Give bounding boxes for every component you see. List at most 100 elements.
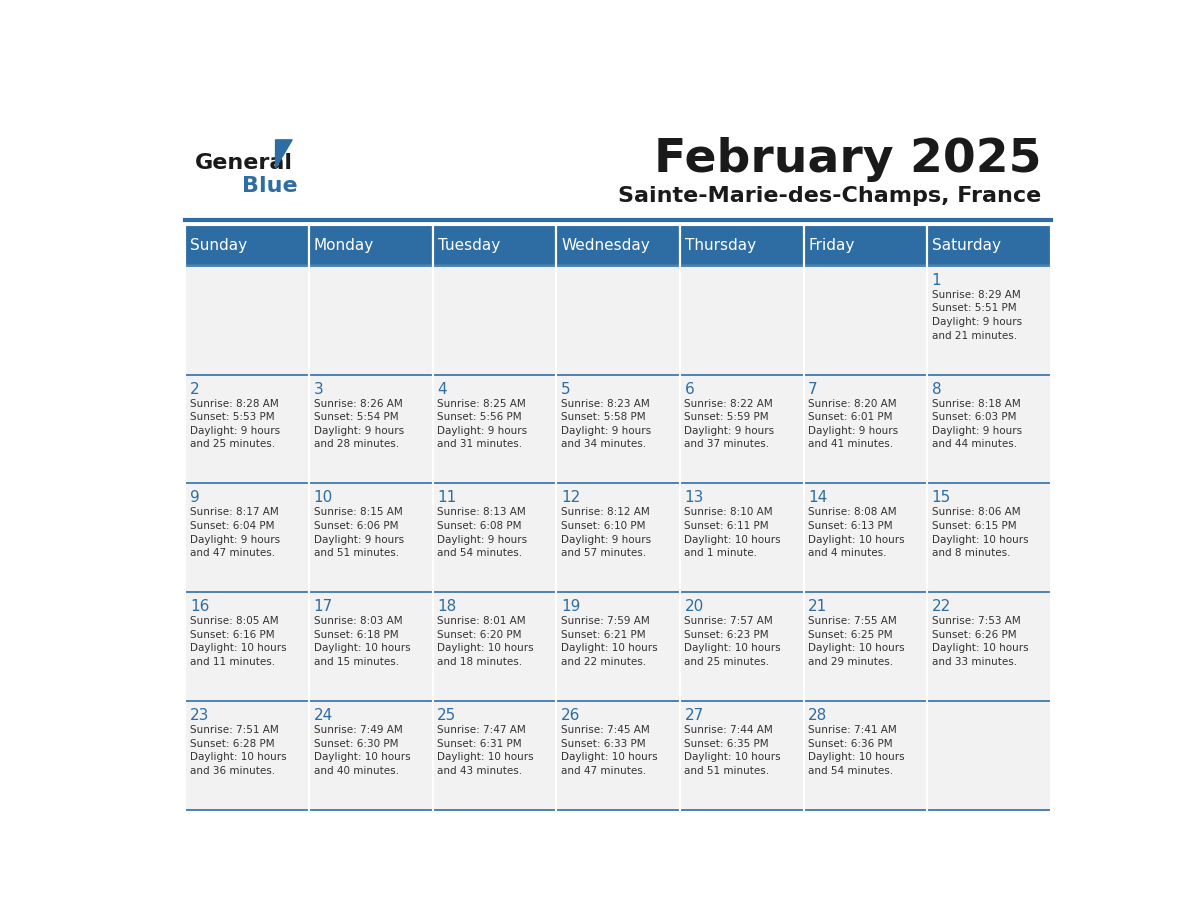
Text: Tuesday: Tuesday xyxy=(437,238,500,252)
FancyBboxPatch shape xyxy=(185,265,309,375)
Text: Sunrise: 8:20 AM
Sunset: 6:01 PM
Daylight: 9 hours
and 41 minutes.: Sunrise: 8:20 AM Sunset: 6:01 PM Dayligh… xyxy=(808,398,898,449)
FancyBboxPatch shape xyxy=(803,701,927,810)
FancyBboxPatch shape xyxy=(556,592,680,701)
Text: 16: 16 xyxy=(190,599,209,614)
FancyBboxPatch shape xyxy=(680,592,803,701)
Text: 9: 9 xyxy=(190,490,200,506)
FancyBboxPatch shape xyxy=(556,225,680,265)
Text: 2: 2 xyxy=(190,382,200,397)
Text: Sunrise: 7:57 AM
Sunset: 6:23 PM
Daylight: 10 hours
and 25 minutes.: Sunrise: 7:57 AM Sunset: 6:23 PM Dayligh… xyxy=(684,616,781,667)
Text: Sunrise: 8:29 AM
Sunset: 5:51 PM
Daylight: 9 hours
and 21 minutes.: Sunrise: 8:29 AM Sunset: 5:51 PM Dayligh… xyxy=(931,290,1022,341)
Text: 17: 17 xyxy=(314,599,333,614)
Text: Sunrise: 8:01 AM
Sunset: 6:20 PM
Daylight: 10 hours
and 18 minutes.: Sunrise: 8:01 AM Sunset: 6:20 PM Dayligh… xyxy=(437,616,533,667)
FancyBboxPatch shape xyxy=(309,265,432,375)
Text: Saturday: Saturday xyxy=(933,238,1001,252)
FancyBboxPatch shape xyxy=(680,701,803,810)
Text: 14: 14 xyxy=(808,490,827,506)
FancyBboxPatch shape xyxy=(803,225,927,265)
FancyBboxPatch shape xyxy=(185,484,309,592)
Text: Sunrise: 8:06 AM
Sunset: 6:15 PM
Daylight: 10 hours
and 8 minutes.: Sunrise: 8:06 AM Sunset: 6:15 PM Dayligh… xyxy=(931,508,1029,558)
Text: Sunrise: 7:55 AM
Sunset: 6:25 PM
Daylight: 10 hours
and 29 minutes.: Sunrise: 7:55 AM Sunset: 6:25 PM Dayligh… xyxy=(808,616,905,667)
Text: 18: 18 xyxy=(437,599,456,614)
FancyBboxPatch shape xyxy=(556,701,680,810)
Text: 27: 27 xyxy=(684,708,703,723)
Text: 3: 3 xyxy=(314,382,323,397)
Text: 1: 1 xyxy=(931,273,941,287)
Text: 10: 10 xyxy=(314,490,333,506)
Text: 25: 25 xyxy=(437,708,456,723)
Text: 6: 6 xyxy=(684,382,694,397)
Text: Sunrise: 8:26 AM
Sunset: 5:54 PM
Daylight: 9 hours
and 28 minutes.: Sunrise: 8:26 AM Sunset: 5:54 PM Dayligh… xyxy=(314,398,404,449)
FancyBboxPatch shape xyxy=(803,484,927,592)
Text: Sunrise: 8:25 AM
Sunset: 5:56 PM
Daylight: 9 hours
and 31 minutes.: Sunrise: 8:25 AM Sunset: 5:56 PM Dayligh… xyxy=(437,398,527,449)
Text: 22: 22 xyxy=(931,599,952,614)
Text: Sunrise: 8:28 AM
Sunset: 5:53 PM
Daylight: 9 hours
and 25 minutes.: Sunrise: 8:28 AM Sunset: 5:53 PM Dayligh… xyxy=(190,398,280,449)
FancyBboxPatch shape xyxy=(432,701,556,810)
Text: 4: 4 xyxy=(437,382,447,397)
FancyBboxPatch shape xyxy=(927,592,1051,701)
Text: Sunrise: 8:12 AM
Sunset: 6:10 PM
Daylight: 9 hours
and 57 minutes.: Sunrise: 8:12 AM Sunset: 6:10 PM Dayligh… xyxy=(561,508,651,558)
Text: Sainte-Marie-des-Champs, France: Sainte-Marie-des-Champs, France xyxy=(618,186,1042,207)
Text: Sunrise: 8:10 AM
Sunset: 6:11 PM
Daylight: 10 hours
and 1 minute.: Sunrise: 8:10 AM Sunset: 6:11 PM Dayligh… xyxy=(684,508,781,558)
Text: 7: 7 xyxy=(808,382,817,397)
Text: 20: 20 xyxy=(684,599,703,614)
FancyBboxPatch shape xyxy=(680,265,803,375)
FancyBboxPatch shape xyxy=(927,265,1051,375)
FancyBboxPatch shape xyxy=(432,375,556,484)
FancyBboxPatch shape xyxy=(309,592,432,701)
Text: Sunrise: 8:03 AM
Sunset: 6:18 PM
Daylight: 10 hours
and 15 minutes.: Sunrise: 8:03 AM Sunset: 6:18 PM Dayligh… xyxy=(314,616,410,667)
Text: Sunrise: 8:23 AM
Sunset: 5:58 PM
Daylight: 9 hours
and 34 minutes.: Sunrise: 8:23 AM Sunset: 5:58 PM Dayligh… xyxy=(561,398,651,449)
Text: Sunrise: 7:51 AM
Sunset: 6:28 PM
Daylight: 10 hours
and 36 minutes.: Sunrise: 7:51 AM Sunset: 6:28 PM Dayligh… xyxy=(190,725,286,776)
Text: Sunrise: 8:08 AM
Sunset: 6:13 PM
Daylight: 10 hours
and 4 minutes.: Sunrise: 8:08 AM Sunset: 6:13 PM Dayligh… xyxy=(808,508,905,558)
FancyBboxPatch shape xyxy=(309,225,432,265)
Text: Sunrise: 7:49 AM
Sunset: 6:30 PM
Daylight: 10 hours
and 40 minutes.: Sunrise: 7:49 AM Sunset: 6:30 PM Dayligh… xyxy=(314,725,410,776)
Text: February 2025: February 2025 xyxy=(655,137,1042,182)
FancyBboxPatch shape xyxy=(432,484,556,592)
Text: Sunday: Sunday xyxy=(190,238,247,252)
FancyBboxPatch shape xyxy=(927,225,1051,265)
Text: 26: 26 xyxy=(561,708,580,723)
FancyBboxPatch shape xyxy=(185,225,309,265)
Text: 15: 15 xyxy=(931,490,952,506)
Text: Sunrise: 8:22 AM
Sunset: 5:59 PM
Daylight: 9 hours
and 37 minutes.: Sunrise: 8:22 AM Sunset: 5:59 PM Dayligh… xyxy=(684,398,775,449)
FancyBboxPatch shape xyxy=(309,375,432,484)
Text: Sunrise: 8:18 AM
Sunset: 6:03 PM
Daylight: 9 hours
and 44 minutes.: Sunrise: 8:18 AM Sunset: 6:03 PM Dayligh… xyxy=(931,398,1022,449)
Text: Sunrise: 7:41 AM
Sunset: 6:36 PM
Daylight: 10 hours
and 54 minutes.: Sunrise: 7:41 AM Sunset: 6:36 PM Dayligh… xyxy=(808,725,905,776)
FancyBboxPatch shape xyxy=(556,375,680,484)
Text: 12: 12 xyxy=(561,490,580,506)
FancyBboxPatch shape xyxy=(556,265,680,375)
FancyBboxPatch shape xyxy=(432,265,556,375)
Text: Monday: Monday xyxy=(314,238,374,252)
Text: Thursday: Thursday xyxy=(684,238,756,252)
Text: 13: 13 xyxy=(684,490,703,506)
Text: Blue: Blue xyxy=(242,175,298,196)
Text: Friday: Friday xyxy=(809,238,855,252)
Text: Sunrise: 7:59 AM
Sunset: 6:21 PM
Daylight: 10 hours
and 22 minutes.: Sunrise: 7:59 AM Sunset: 6:21 PM Dayligh… xyxy=(561,616,657,667)
FancyBboxPatch shape xyxy=(803,592,927,701)
Text: Sunrise: 7:45 AM
Sunset: 6:33 PM
Daylight: 10 hours
and 47 minutes.: Sunrise: 7:45 AM Sunset: 6:33 PM Dayligh… xyxy=(561,725,657,776)
Text: 8: 8 xyxy=(931,382,941,397)
FancyBboxPatch shape xyxy=(680,375,803,484)
FancyBboxPatch shape xyxy=(185,701,309,810)
Text: 19: 19 xyxy=(561,599,580,614)
Text: 23: 23 xyxy=(190,708,209,723)
FancyBboxPatch shape xyxy=(309,701,432,810)
FancyBboxPatch shape xyxy=(803,265,927,375)
Text: Sunrise: 8:05 AM
Sunset: 6:16 PM
Daylight: 10 hours
and 11 minutes.: Sunrise: 8:05 AM Sunset: 6:16 PM Dayligh… xyxy=(190,616,286,667)
FancyBboxPatch shape xyxy=(185,375,309,484)
FancyBboxPatch shape xyxy=(432,225,556,265)
FancyBboxPatch shape xyxy=(803,375,927,484)
Text: 11: 11 xyxy=(437,490,456,506)
FancyBboxPatch shape xyxy=(680,225,803,265)
FancyBboxPatch shape xyxy=(927,375,1051,484)
Text: Sunrise: 8:15 AM
Sunset: 6:06 PM
Daylight: 9 hours
and 51 minutes.: Sunrise: 8:15 AM Sunset: 6:06 PM Dayligh… xyxy=(314,508,404,558)
Text: 21: 21 xyxy=(808,599,827,614)
Polygon shape xyxy=(276,140,292,168)
Text: Sunrise: 7:44 AM
Sunset: 6:35 PM
Daylight: 10 hours
and 51 minutes.: Sunrise: 7:44 AM Sunset: 6:35 PM Dayligh… xyxy=(684,725,781,776)
Text: Sunrise: 8:17 AM
Sunset: 6:04 PM
Daylight: 9 hours
and 47 minutes.: Sunrise: 8:17 AM Sunset: 6:04 PM Dayligh… xyxy=(190,508,280,558)
FancyBboxPatch shape xyxy=(680,484,803,592)
FancyBboxPatch shape xyxy=(927,701,1051,810)
Text: 28: 28 xyxy=(808,708,827,723)
FancyBboxPatch shape xyxy=(185,592,309,701)
Text: Sunrise: 8:13 AM
Sunset: 6:08 PM
Daylight: 9 hours
and 54 minutes.: Sunrise: 8:13 AM Sunset: 6:08 PM Dayligh… xyxy=(437,508,527,558)
